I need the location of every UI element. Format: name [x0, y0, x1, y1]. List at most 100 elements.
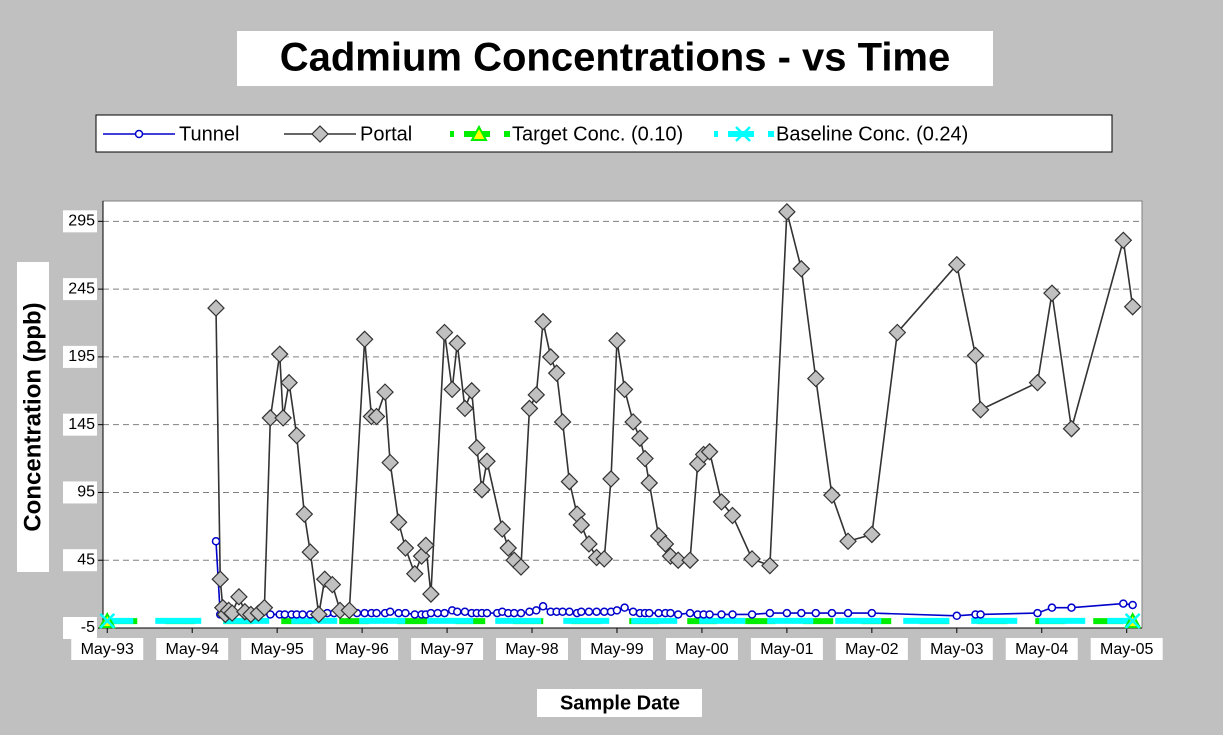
y-tick-label: 195	[68, 348, 95, 365]
data-point	[717, 610, 726, 619]
data-point	[862, 525, 881, 544]
data-point	[462, 381, 481, 400]
x-axis-label: Sample Date	[560, 692, 680, 714]
x-tick-label-box	[1005, 638, 1078, 660]
legend-marker	[768, 131, 774, 137]
data-point	[516, 608, 526, 618]
data-point	[270, 345, 289, 364]
y-tick-label-box	[63, 549, 97, 572]
data-point	[456, 399, 474, 418]
data-point	[1043, 284, 1061, 303]
x-tick-label-box	[920, 638, 993, 660]
x-tick-label: May-98	[505, 641, 558, 658]
data-point	[558, 607, 567, 616]
legend-label: Tunnel	[179, 123, 239, 145]
y-tick-label-box	[63, 345, 97, 368]
legend-marker	[735, 126, 751, 142]
data-point	[426, 608, 436, 618]
data-point	[315, 570, 334, 589]
data-point	[778, 202, 796, 221]
x-tick-label-box	[1090, 638, 1163, 660]
data-point	[572, 516, 591, 534]
data-point	[211, 536, 221, 546]
data-point	[230, 587, 248, 606]
data-point	[340, 601, 359, 620]
data-point	[493, 520, 512, 538]
data-point	[499, 539, 518, 557]
data-point	[211, 570, 230, 589]
data-point	[673, 610, 683, 619]
data-point	[976, 610, 985, 619]
data-point	[765, 608, 775, 618]
data-point	[280, 373, 298, 392]
x-tick-label-box	[750, 638, 823, 660]
data-point	[467, 438, 486, 457]
data-point	[599, 607, 609, 616]
data-point	[685, 608, 695, 618]
data-point	[1124, 613, 1141, 629]
data-point	[1047, 603, 1057, 612]
data-point	[410, 610, 420, 619]
legend-marker	[470, 124, 488, 141]
legend-marker	[134, 129, 144, 139]
data-point	[422, 585, 440, 603]
data-point	[565, 607, 574, 616]
data-point	[401, 608, 410, 618]
data-point	[448, 334, 467, 353]
data-point	[681, 551, 699, 570]
data-point	[460, 607, 470, 616]
data-point	[309, 605, 328, 624]
x-tick-label-box	[580, 638, 653, 660]
data-point	[580, 535, 598, 553]
x-tick-label: May-02	[845, 641, 898, 658]
data-point	[608, 331, 626, 350]
data-point	[966, 346, 985, 365]
data-point	[666, 608, 675, 618]
data-point	[743, 550, 761, 568]
data-point	[628, 607, 638, 616]
y-tick-label-box	[63, 617, 97, 639]
data-point	[372, 608, 381, 618]
data-point	[615, 380, 634, 399]
y-tick-label: -5	[81, 619, 95, 636]
data-point	[266, 610, 275, 619]
data-point	[728, 610, 737, 619]
data-point	[747, 610, 757, 619]
data-point	[595, 550, 614, 568]
data-point	[723, 506, 742, 525]
data-point	[287, 426, 306, 445]
data-point	[255, 598, 274, 617]
y-tick-label: 295	[68, 213, 95, 230]
data-point	[553, 413, 572, 431]
data-point	[527, 385, 546, 404]
x-tick-label-box	[835, 638, 908, 660]
data-point	[640, 474, 659, 492]
data-point	[416, 536, 435, 555]
x-tick-label: May-93	[81, 641, 134, 658]
y-tick-label: 45	[77, 551, 95, 568]
y-tick-label-box	[63, 413, 97, 436]
data-point	[888, 323, 907, 342]
data-point	[532, 606, 541, 615]
data-point	[592, 607, 601, 616]
x-label-box	[537, 689, 702, 717]
legend-marker	[311, 125, 329, 143]
y-tick-label: 245	[68, 280, 95, 297]
data-point	[636, 449, 654, 468]
data-point	[843, 608, 853, 618]
data-point	[782, 608, 792, 618]
data-point	[797, 608, 806, 618]
data-point	[712, 493, 731, 511]
x-tick-label: May-97	[420, 641, 473, 658]
data-point	[389, 513, 408, 532]
x-tick-label-box	[326, 638, 399, 660]
data-point	[323, 575, 342, 594]
data-point	[952, 611, 962, 621]
data-point	[700, 442, 719, 461]
data-point	[656, 535, 675, 553]
data-point	[534, 312, 552, 331]
data-point	[584, 607, 594, 616]
data-point	[560, 472, 579, 491]
data-point	[405, 564, 424, 583]
